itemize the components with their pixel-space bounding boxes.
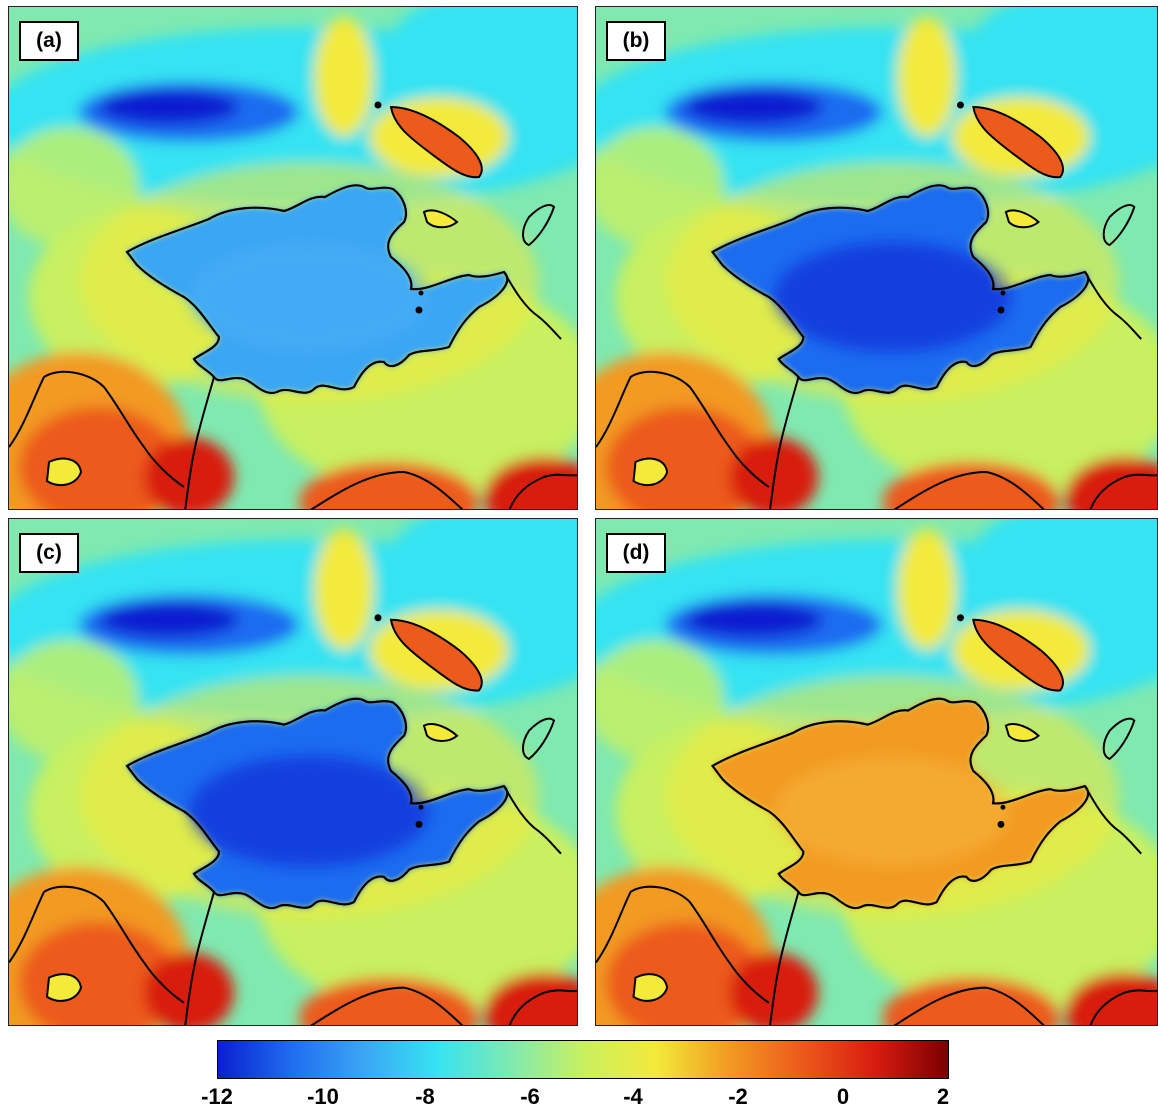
panel-label-a: (a) xyxy=(19,21,79,61)
panel-label-d: (d) xyxy=(606,533,666,573)
colorbar-tick: -4 xyxy=(623,1084,643,1109)
map-panel-d xyxy=(596,519,1157,1025)
map-panel-c xyxy=(9,519,577,1025)
map-panel-a xyxy=(9,7,577,509)
colorbar-tick: -8 xyxy=(415,1084,435,1109)
panel-label-c: (c) xyxy=(19,533,79,573)
colorbar-tick: -12 xyxy=(201,1084,233,1109)
colorbar xyxy=(217,1040,949,1079)
colorbar-tick: -6 xyxy=(520,1084,540,1109)
panel-b: (b) xyxy=(595,6,1158,510)
colorbar-tick: 0 xyxy=(836,1084,850,1109)
panel-a: (a) xyxy=(8,6,578,510)
panel-d: (d) xyxy=(595,518,1158,1026)
panel-label-b: (b) xyxy=(606,21,666,61)
map-panel-b xyxy=(596,7,1157,509)
colorbar-tick: 2 xyxy=(936,1084,950,1109)
colorbar-tick: -10 xyxy=(307,1084,339,1109)
colorbar-tick: -2 xyxy=(728,1084,748,1109)
panel-c: (c) xyxy=(8,518,578,1026)
